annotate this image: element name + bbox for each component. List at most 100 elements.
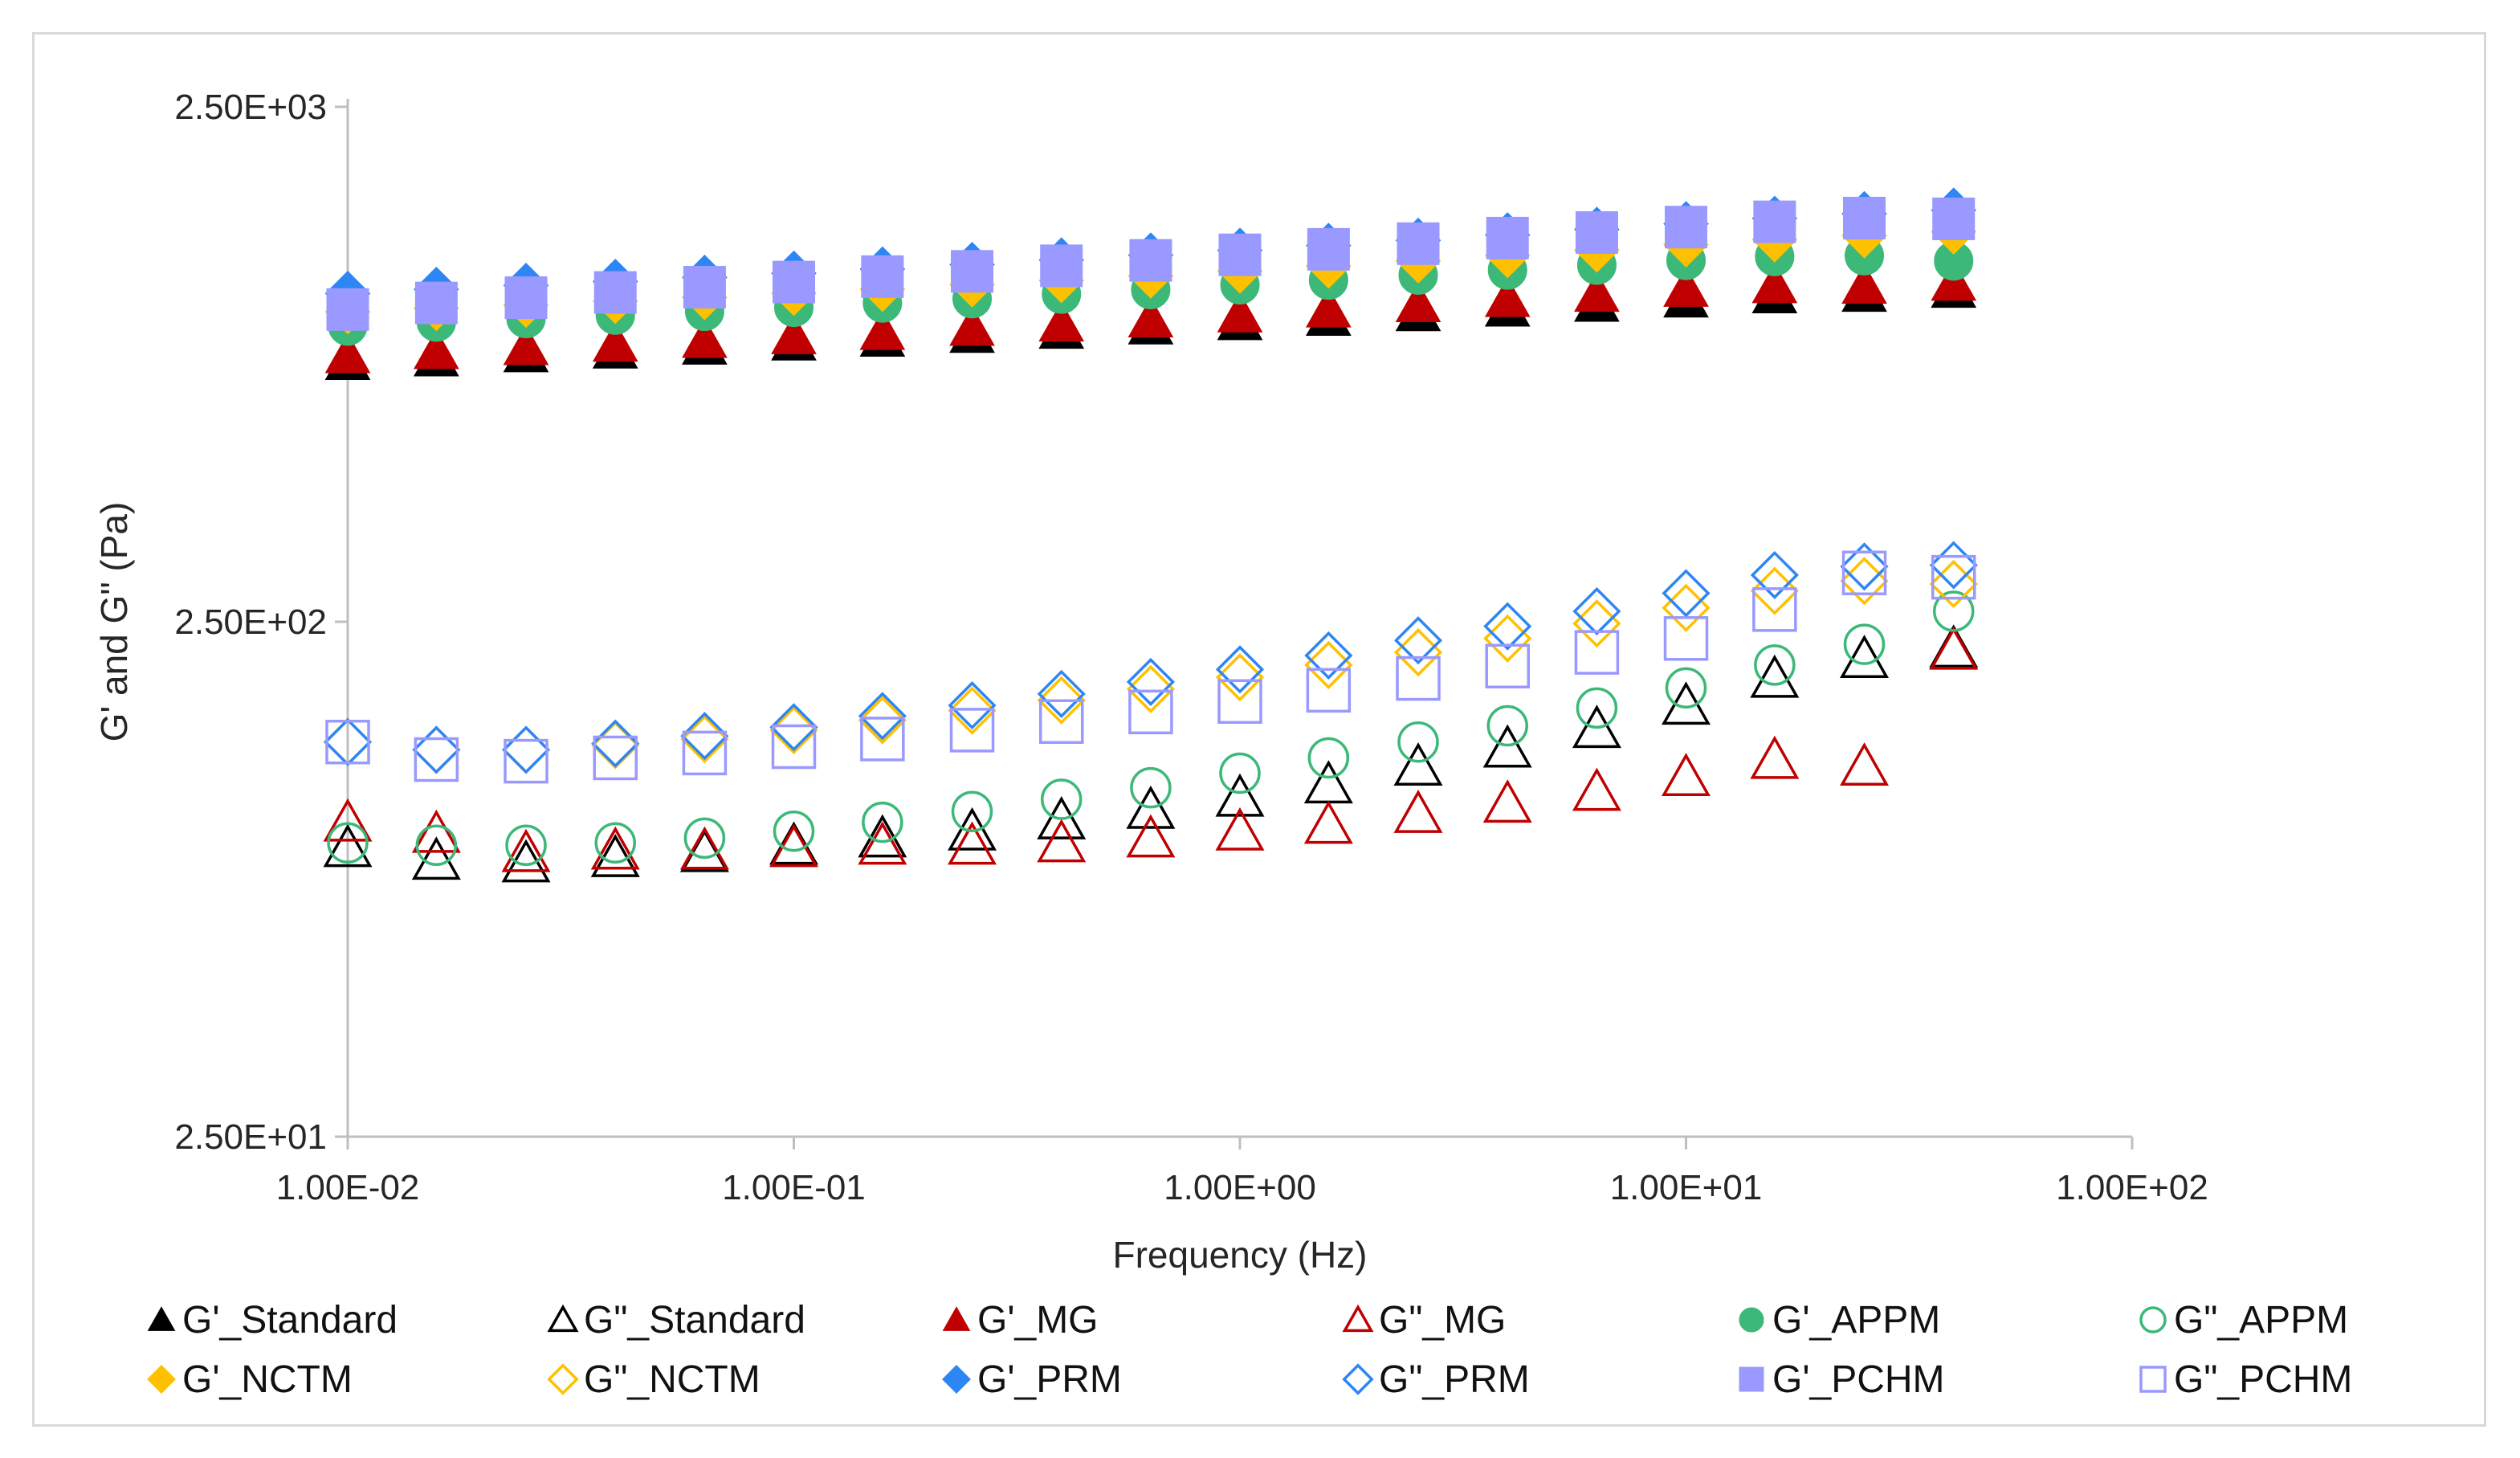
data-point [1393,790,1443,833]
x-tick-label: 1.00E-02 [276,1168,420,1207]
legend-marker [1342,1304,1374,1333]
data-point [1575,210,1618,254]
legend-marker [1739,1307,1764,1333]
data-point [1393,616,1443,665]
data-point [1482,779,1532,823]
y-tick-label: 2.50E+03 [174,88,327,127]
data-point [1572,704,1621,749]
data-point [1929,541,1978,590]
chart-svg: 1.00E-02 1.00E-01 1.00E+00 1.00E+01 1.00E+02… [93,88,2352,1401]
data-point [414,737,459,782]
legend-marker [942,1365,971,1394]
data-point [1396,655,1441,701]
data-point [1753,200,1796,243]
series-g-mg [324,260,1977,374]
data-point [590,826,640,870]
data-point [1126,664,1175,713]
data-point [1306,668,1352,713]
data-point [948,821,997,865]
data-point [1750,550,1799,599]
data-point [1393,628,1443,677]
legend-marker [147,1306,176,1331]
series-g-pchm [326,197,1976,331]
data-point [1215,773,1265,817]
data-point [505,824,547,867]
data-point [1397,222,1440,265]
data-point [412,725,461,774]
data-point [414,281,458,325]
data-point [1037,819,1087,863]
data-point [1663,616,1709,661]
data-point [1484,276,1531,317]
y-tick-labels: 2.50E+03 2.50E+02 2.50E+01 [174,88,327,1157]
series-g-nctm [323,557,1978,774]
data-point [1126,657,1175,707]
data-point [1305,287,1352,328]
legend-label: G"_NCTM [584,1358,760,1401]
data-point [413,329,459,370]
data-point [1393,742,1443,786]
data-point [1217,292,1263,333]
legend-label: G'_MG [977,1299,1099,1342]
data-point [683,266,726,309]
data-point [949,305,995,346]
data-point [858,821,907,865]
data-point [773,810,815,852]
legend-label: G"_PRM [1379,1358,1530,1401]
data-point [591,719,640,768]
data-point [1040,778,1083,820]
data-point [1665,206,1707,249]
legend-item: G"_PCHM [2139,1358,2352,1401]
data-point [858,692,907,741]
data-point [1395,281,1441,323]
legend-label: G'_PRM [977,1358,1122,1401]
data-point [1576,687,1618,729]
data-point [951,790,993,832]
data-point [592,321,638,362]
data-point [326,288,369,331]
data-point [591,721,640,770]
data-point [323,823,373,868]
data-point [680,712,729,761]
legend-marker [147,1365,176,1394]
data-point [411,809,461,853]
data-point [951,250,994,293]
data-point [327,822,369,864]
legend-marker [942,1306,971,1331]
x-tick-label: 1.00E-01 [722,1168,866,1207]
legend-marker [1739,1366,1764,1392]
data-point [1931,554,1976,600]
data-point [1572,767,1621,811]
data-point [501,725,551,774]
series-g-appm [327,590,1975,867]
data-point [590,834,640,877]
data-point [1483,602,1532,651]
data-point [1482,724,1532,768]
data-point [1303,800,1353,844]
plot-points [323,187,1979,883]
data-point [594,822,636,864]
data-point [773,260,815,304]
data-point [1486,704,1528,747]
legend: G'_Standard G"_Standard G'_MG G"_MG G'_APPM G… [147,1299,2352,1401]
series-g-mg [323,626,1979,872]
data-point [769,705,818,754]
data-point [1217,679,1262,725]
data-point [1219,752,1261,794]
data-point [1929,624,1979,668]
legend-item: G'_Standard [147,1299,398,1342]
data-point [1037,796,1087,839]
legend-item: G"_NCTM [547,1358,760,1401]
data-point [504,276,548,320]
data-point [1126,785,1176,829]
data-point [948,686,997,735]
data-point [1307,227,1350,271]
data-point [1128,689,1173,735]
data-point [771,313,817,354]
data-point [593,271,637,314]
data-point [682,317,728,358]
data-point [1038,699,1084,744]
data-point [1662,583,1711,632]
x-tick-label: 1.00E+00 [1164,1168,1316,1207]
data-point [1129,239,1172,282]
